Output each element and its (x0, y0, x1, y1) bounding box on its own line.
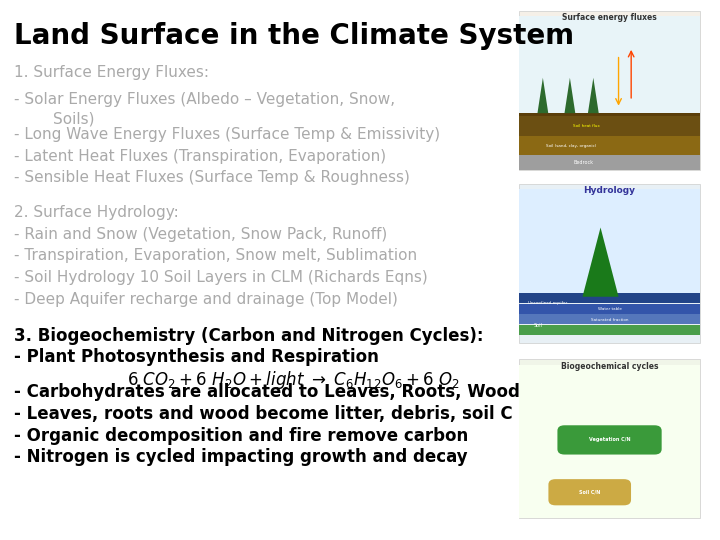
Text: 3. Biogeochemistry (Carbon and Nitrogen Cycles):: 3. Biogeochemistry (Carbon and Nitrogen … (14, 327, 484, 345)
Bar (519, 314, 700, 325)
Text: $6\ CO_2 + 6\ H_2O + light\ \rightarrow\ C_6H_{12}O_6 + 6\ O_2$: $6\ CO_2 + 6\ H_2O + light\ \rightarrow\… (127, 369, 460, 391)
Text: 2. Surface Hydrology:: 2. Surface Hydrology: (14, 205, 179, 220)
Text: Soil: Soil (534, 323, 543, 328)
Bar (519, 16, 700, 116)
Bar (519, 364, 700, 518)
FancyBboxPatch shape (519, 11, 700, 170)
Text: Water table: Water table (598, 307, 621, 311)
Polygon shape (588, 78, 599, 113)
Text: Bedrock: Bedrock (574, 160, 593, 165)
Text: 1. Surface Energy Fluxes:: 1. Surface Energy Fluxes: (14, 65, 209, 80)
Text: Unconfined aquifer: Unconfined aquifer (528, 301, 567, 305)
Bar (519, 116, 700, 136)
Text: - Latent Heat Fluxes (Transpiration, Evaporation): - Latent Heat Fluxes (Transpiration, Eva… (14, 148, 386, 164)
FancyBboxPatch shape (549, 479, 631, 505)
FancyBboxPatch shape (519, 184, 700, 343)
Text: - Carbohydrates are allocated to Leaves, Roots, Wood: - Carbohydrates are allocated to Leaves,… (14, 383, 520, 401)
Bar (519, 113, 700, 116)
Text: - Solar Energy Fluxes (Albedo – Vegetation, Snow,
        Soils): - Solar Energy Fluxes (Albedo – Vegetati… (14, 92, 395, 126)
Bar (519, 325, 700, 335)
Text: - Soil Hydrology 10 Soil Layers in CLM (Richards Eqns): - Soil Hydrology 10 Soil Layers in CLM (… (14, 270, 428, 285)
Text: - Plant Photosynthesis and Respiration: - Plant Photosynthesis and Respiration (14, 348, 379, 366)
Text: Surface energy fluxes: Surface energy fluxes (562, 14, 657, 23)
Text: - Transpiration, Evaporation, Snow melt, Sublimation: - Transpiration, Evaporation, Snow melt,… (14, 248, 418, 264)
Text: Hydrology: Hydrology (583, 186, 636, 195)
Text: - Leaves, roots and wood become litter, debris, soil C: - Leaves, roots and wood become litter, … (14, 405, 513, 423)
Text: Land Surface in the Climate System: Land Surface in the Climate System (14, 22, 575, 50)
Text: - Organic decomposition and fire remove carbon: - Organic decomposition and fire remove … (14, 427, 469, 444)
Polygon shape (582, 227, 618, 297)
Text: Soil heat flux: Soil heat flux (574, 124, 600, 128)
Polygon shape (537, 78, 548, 113)
Bar (519, 154, 700, 170)
Bar (519, 293, 700, 303)
Text: - Deep Aquifer recharge and drainage (Top Model): - Deep Aquifer recharge and drainage (To… (14, 292, 398, 307)
Text: Soil C/N: Soil C/N (579, 490, 600, 495)
Text: - Nitrogen is cycled impacting growth and decay: - Nitrogen is cycled impacting growth an… (14, 448, 468, 466)
Bar (519, 303, 700, 314)
FancyBboxPatch shape (519, 359, 700, 518)
Text: - Sensible Heat Fluxes (Surface Temp & Roughness): - Sensible Heat Fluxes (Surface Temp & R… (14, 170, 410, 185)
Polygon shape (564, 78, 575, 113)
Text: Biogeochemical cycles: Biogeochemical cycles (561, 362, 658, 371)
Text: - Rain and Snow (Vegetation, Snow Pack, Runoff): - Rain and Snow (Vegetation, Snow Pack, … (14, 227, 387, 242)
Text: Soil (sand, clay, organic): Soil (sand, clay, organic) (546, 144, 597, 148)
Bar (519, 136, 700, 154)
Text: - Long Wave Energy Fluxes (Surface Temp & Emissivity): - Long Wave Energy Fluxes (Surface Temp … (14, 127, 440, 142)
Text: Saturated fraction: Saturated fraction (591, 318, 629, 322)
Text: Vegetation C/N: Vegetation C/N (589, 437, 630, 442)
FancyBboxPatch shape (557, 426, 662, 455)
Bar (519, 189, 700, 297)
